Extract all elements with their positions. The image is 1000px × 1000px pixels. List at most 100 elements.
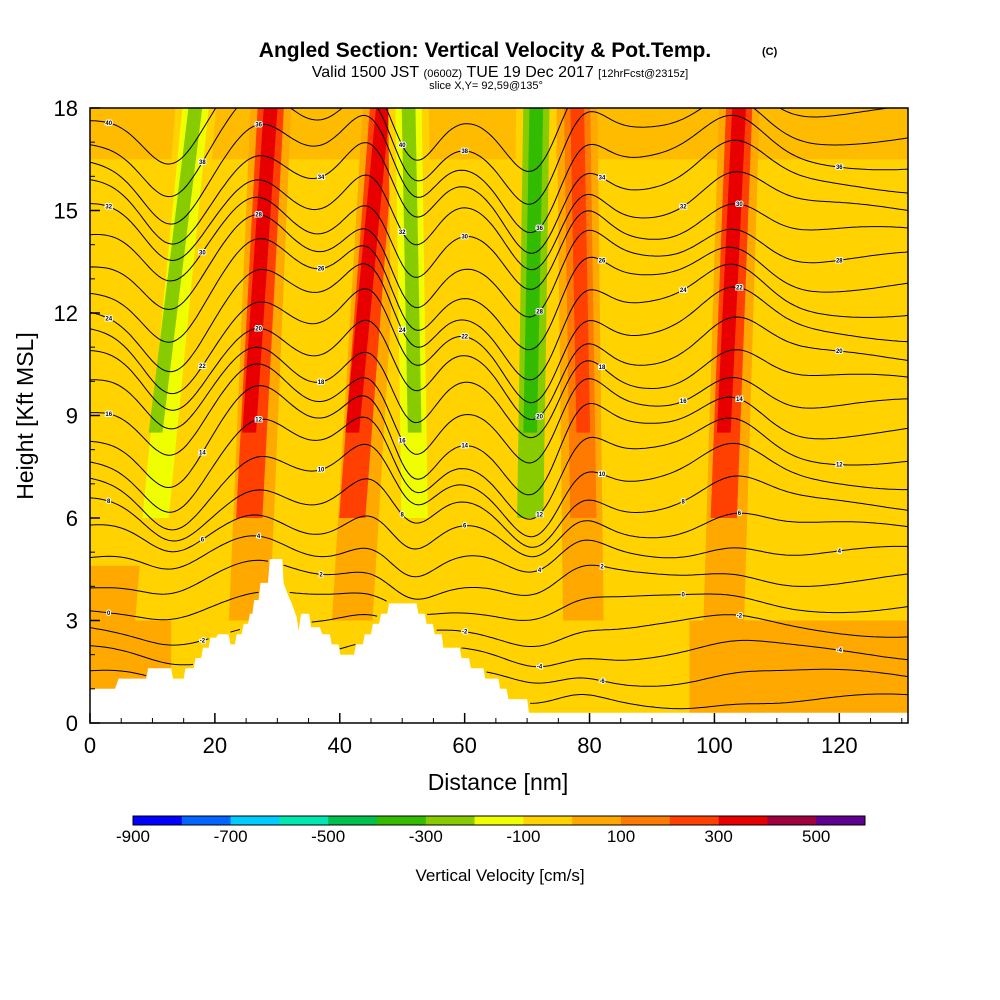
colorbar: -900 -700 -500 -300 -100 100 300 500 [116,815,866,846]
isentrope-label: 14 [461,444,468,450]
isentrope-label: 26 [599,259,606,265]
isentrope-label: 16 [105,412,112,418]
colorbar-swatch [669,816,719,825]
subtitle-part3: TUE 19 Dec 2017 [467,64,594,81]
isentrope-label: 14 [736,397,743,403]
velocity-band-7-level-3 [716,108,746,433]
x-tick-label: 100 [696,733,733,758]
isentrope-label: -2 [200,639,206,645]
isentrope-label: 36 [836,165,843,171]
isentrope-label: 14 [199,451,206,457]
upper-level-updraft-patch [90,108,908,160]
colorbar-swatch [133,816,183,825]
isentrope-line [90,346,908,439]
isentrope-label: 32 [680,204,687,210]
x-tick-label: 60 [452,733,476,758]
colorbar-swatch [279,816,329,825]
terrain-mask [90,559,908,723]
colorbar-swatch [474,816,524,825]
y-tick-label: 18 [54,96,78,121]
colorbar-swatch [328,816,378,825]
velocity-band-2-level-3 [242,108,278,433]
velocity-shading [90,108,908,723]
subtitle-part4: [12hrFcst@2315z] [598,68,688,80]
colorbar-tick-label: 300 [704,827,732,846]
colorbar-swatch [767,816,817,825]
isentrope-label: 30 [736,202,743,208]
isentrope-line [90,214,908,318]
isentrope-line [90,286,908,404]
y-tick-label: 0 [66,711,78,736]
isentrope-label: -2 [462,630,468,636]
isentrope-label: 40 [399,143,406,149]
isentrope-label: 36 [255,123,262,129]
colorbar-tick-label: 100 [607,827,635,846]
isentrope-line [90,263,908,381]
isentrope-label: -4 [837,648,843,654]
isentrope-line [90,139,908,254]
x-axis: 0 20 40 60 80 100 120 [84,713,903,758]
isentrope-label: 32 [105,205,112,211]
isentrope-label: -6 [599,679,605,685]
isentrope-line [90,416,908,520]
x-tick-label: 120 [821,733,858,758]
isentrope-line [90,108,892,172]
isentrope-label: 16 [399,438,406,444]
isentrope-label: 28 [836,258,843,264]
isentrope-label: 18 [318,380,325,386]
isentrope-label: 4 [838,549,842,555]
isentrope-line [90,668,908,687]
colorbar-tick-label: -300 [409,827,443,846]
isentrope-line [90,363,908,464]
velocity-band-5-level-3 [523,108,544,433]
isentrope-label: 10 [599,472,606,478]
isentrope-label: 12 [536,512,543,518]
colorbar-swatch [572,816,622,825]
x-tick-label: 80 [577,733,601,758]
colorbar-tick-label: -700 [214,827,248,846]
isentrope-line [90,238,908,351]
isentrope-label: 32 [399,230,406,236]
isentrope-label: 20 [255,326,262,332]
isentrope-line [90,385,908,496]
isentrope-label: 12 [836,463,843,469]
isentrope-line [90,171,908,271]
isentrope-line [90,475,908,548]
subtitle-part1: Valid 1500 JST [312,64,420,81]
colorbar-tick-label: -100 [506,827,540,846]
x-axis-label: Distance [nm] [428,769,569,795]
velocity-band-1-level-3 [148,108,203,433]
isentrope-label: 28 [255,213,262,219]
isentrope-line [90,613,908,647]
colorbar-frame [132,815,866,826]
isentrope-label: 22 [461,335,468,341]
title-block: Angled Section: Vertical Velocity & Pot.… [259,39,778,92]
plot-area: -6-4-4-2-2-20022444666888101012121214141… [90,108,908,723]
isentrope-line [90,196,908,290]
y-tick-label: 12 [54,301,78,326]
velocity-band-3-level-3 [345,108,390,433]
colorbar-swatch [425,816,475,825]
x-tick-label: 0 [84,733,96,758]
y-tick-label: 9 [66,404,78,429]
y-tick-label: 6 [66,506,78,531]
velocity-band-6-level-3 [570,108,591,433]
isentrope-line [90,442,908,538]
isentrope-label: 30 [461,235,468,241]
colorbar-swatch [181,816,231,825]
colorbar-tick-label: -900 [116,827,150,846]
colorbar-swatch [523,816,573,825]
isentrope-label: 20 [836,349,843,355]
isentrope-label: 22 [199,364,206,370]
y-axis: 0 3 6 9 12 15 18 [54,96,100,736]
isentrope-line [90,512,908,558]
isentrope-label: 24 [399,328,406,334]
title-suffix: (C) [762,46,778,58]
subtitle-part2: (0600Z) [424,68,463,80]
isentrope-label: 4 [538,568,542,574]
isentrope-label: 24 [105,317,112,323]
colorbar-label: Vertical Velocity [cm/s] [415,866,584,885]
isentrope-label: 4 [257,534,261,540]
isentrope-label: 6 [738,511,742,517]
